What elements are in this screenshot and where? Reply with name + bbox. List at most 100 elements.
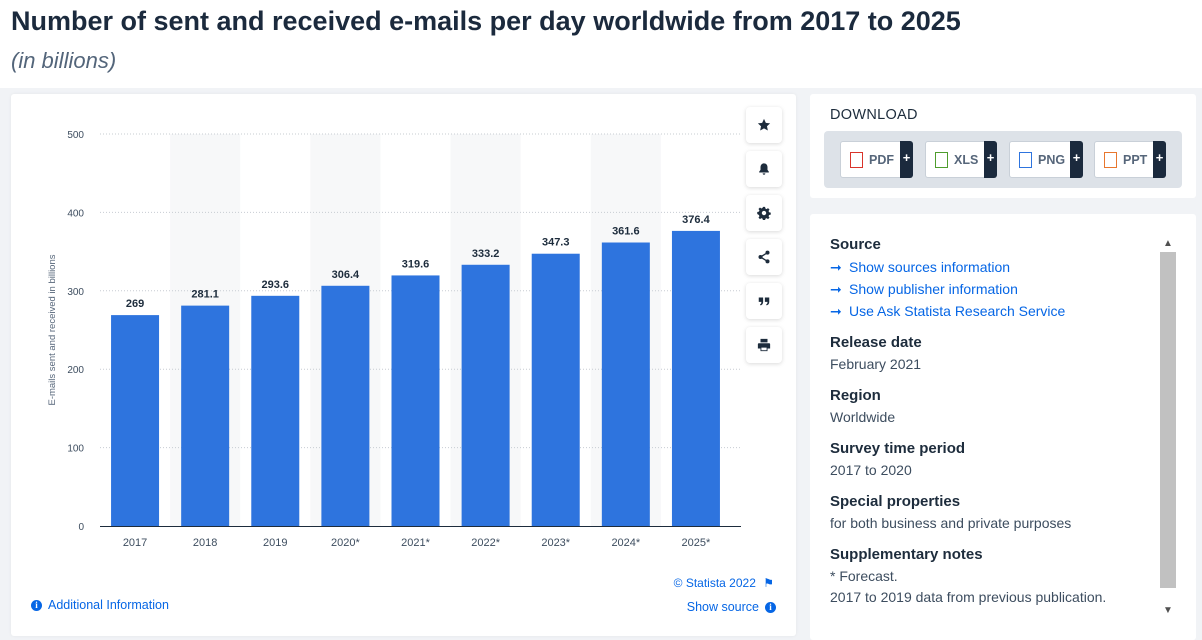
y-tick-label: 0 — [78, 522, 84, 533]
download-title: DOWNLOAD — [830, 107, 918, 123]
data-label: 281.1 — [191, 289, 219, 301]
download-ppt-plus: + — [1153, 141, 1166, 178]
gear-icon — [757, 206, 771, 220]
xls-file-icon — [935, 151, 948, 168]
share-button[interactable] — [746, 239, 782, 275]
cite-button[interactable] — [746, 283, 782, 319]
additional-info-link[interactable]: i Additional Information — [31, 598, 169, 612]
x-tick-label: 2023* — [541, 537, 570, 549]
star-icon — [757, 118, 771, 131]
notes-line: * Forecast. — [830, 568, 898, 584]
y-tick-label: 100 — [67, 444, 84, 455]
notes-line: 2017 to 2019 data from previous publicat… — [830, 589, 1107, 605]
download-pdf-label: PDF — [869, 152, 894, 167]
download-xls-button[interactable]: XLS + — [925, 141, 997, 178]
copyright-link[interactable]: © Statista 2022 ⚑ — [674, 576, 774, 590]
show-sources-link[interactable]: ➞ Show sources information — [830, 256, 1150, 278]
bell-icon — [759, 163, 769, 175]
bar — [601, 242, 650, 526]
release-section: Release date February 2021 — [830, 334, 1150, 375]
print-icon — [757, 338, 771, 352]
x-tick-label: 2020* — [331, 537, 360, 549]
page-subtitle: (in billions) — [11, 48, 117, 73]
page-title: Number of sent and received e-mails per … — [11, 6, 961, 36]
download-panel: DOWNLOAD PDF + XLS + PNG + PPT + — [810, 94, 1196, 198]
notes-title: Supplementary notes — [830, 546, 983, 563]
source-title: Source — [830, 236, 881, 253]
y-axis-label: E-mails sent and received in billions — [47, 254, 58, 405]
settings-button[interactable] — [746, 195, 782, 231]
bar — [321, 285, 370, 526]
region-title: Region — [830, 387, 881, 404]
data-label: 319.6 — [402, 258, 430, 270]
info-content: Source ➞ Show sources information ➞ Show p… — [830, 236, 1150, 620]
arrow-right-icon: ➞ — [830, 303, 842, 319]
page-header — [0, 0, 1202, 88]
favorite-button[interactable] — [746, 107, 782, 143]
special-value: for both business and private purposes — [830, 515, 1072, 531]
pdf-file-icon — [850, 151, 863, 168]
bar — [531, 253, 580, 526]
bar — [181, 305, 230, 526]
show-sources-label: Show sources information — [849, 259, 1011, 275]
notification-button[interactable] — [746, 151, 782, 187]
bar-chart: 0 100 200 300 400 500 E-mails sent and receive… — [47, 130, 741, 549]
download-pdf-plus: + — [900, 141, 913, 178]
print-button[interactable] — [746, 327, 782, 363]
png-file-icon — [1019, 151, 1032, 168]
special-title: Special properties — [830, 493, 961, 510]
release-title: Release date — [830, 334, 922, 351]
scroll-up-icon[interactable]: ▲ — [1163, 238, 1173, 249]
info-icon: i — [765, 601, 776, 613]
x-tick-label: 2024* — [611, 537, 640, 549]
bar — [671, 230, 720, 526]
period-value: 2017 to 2020 — [830, 462, 912, 478]
info-scrollbar[interactable]: ▲ ▼ — [1159, 236, 1176, 620]
release-value: February 2021 — [830, 356, 922, 372]
data-label: 333.2 — [472, 248, 500, 260]
y-tick-label: 400 — [67, 208, 84, 219]
ppt-file-icon — [1104, 151, 1117, 168]
bar — [111, 315, 160, 526]
chart-card: 0 100 200 300 400 500 E-mails sent and receive… — [11, 94, 796, 636]
show-source-link[interactable]: Show source i — [687, 600, 776, 614]
arrow-right-icon: ➞ — [830, 259, 842, 275]
y-tick-label: 500 — [67, 130, 84, 141]
bar — [251, 295, 300, 526]
bar — [391, 275, 440, 526]
y-tick-label: 300 — [67, 287, 84, 298]
special-section: Special properties for both business and… — [830, 493, 1150, 534]
bar — [461, 264, 510, 526]
x-tick-label: 2025* — [682, 537, 711, 549]
download-xls-label: XLS — [954, 152, 979, 167]
x-tick-label: 2021* — [401, 537, 430, 549]
copyright-text: © Statista 2022 — [673, 576, 756, 590]
download-pdf-button[interactable]: PDF + — [840, 141, 913, 178]
x-tick-label: 2019 — [263, 537, 287, 549]
x-tick-label: 2017 — [123, 537, 147, 549]
show-publisher-label: Show publisher information — [849, 281, 1018, 297]
download-ppt-label: PPT — [1123, 152, 1148, 167]
notes-section: Supplementary notes * Forecast. 2017 to … — [830, 546, 1150, 608]
ask-statista-link[interactable]: ➞ Use Ask Statista Research Service — [830, 300, 1150, 322]
data-label: 269 — [126, 298, 144, 310]
scroll-thumb[interactable] — [1160, 252, 1176, 588]
period-section: Survey time period 2017 to 2020 — [830, 440, 1150, 481]
data-label: 361.6 — [612, 226, 640, 238]
data-label: 293.6 — [262, 279, 290, 291]
share-icon — [758, 250, 770, 264]
x-tick-label: 2022* — [471, 537, 500, 549]
show-publisher-link[interactable]: ➞ Show publisher information — [830, 278, 1150, 300]
download-ppt-button[interactable]: PPT + — [1094, 141, 1166, 178]
download-png-plus: + — [1070, 141, 1083, 178]
download-xls-plus: + — [984, 141, 997, 178]
flag-icon: ⚑ — [763, 576, 774, 590]
download-bar: PDF + XLS + PNG + PPT + — [824, 131, 1182, 188]
source-section: Source ➞ Show sources information ➞ Show p… — [830, 236, 1150, 322]
scroll-down-icon[interactable]: ▼ — [1163, 605, 1173, 616]
period-title: Survey time period — [830, 440, 966, 457]
y-tick-label: 200 — [67, 365, 84, 376]
download-png-label: PNG — [1038, 152, 1066, 167]
data-label: 306.4 — [332, 269, 360, 281]
download-png-button[interactable]: PNG + — [1009, 141, 1083, 178]
